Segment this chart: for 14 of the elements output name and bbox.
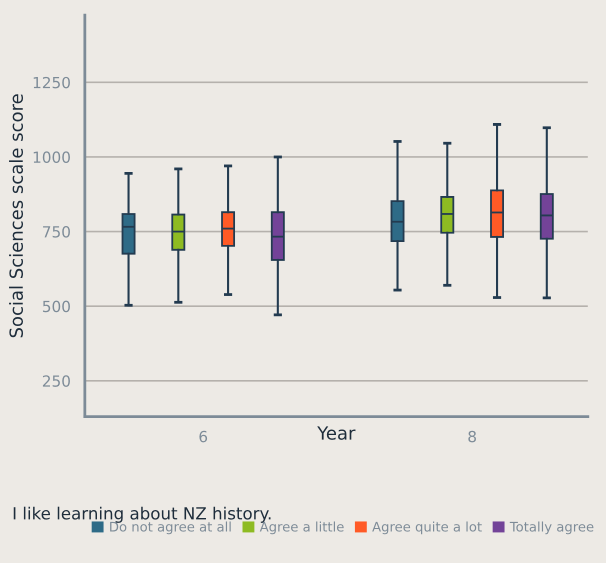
- legend-label: Do not agree at all: [110, 521, 231, 534]
- y-tick-label: 1000: [34, 151, 70, 163]
- legend-label: Agree a little: [260, 521, 344, 534]
- y-tick-label: 1250: [34, 76, 70, 88]
- legend-label: Totally agree: [510, 521, 594, 534]
- x-axis-title: Year: [317, 426, 356, 440]
- y-tick-label: 500: [42, 300, 70, 312]
- y-tick-label: 250: [42, 375, 70, 387]
- x-tick-label: 6: [199, 430, 208, 442]
- y-axis-title: Social Sciences scale score: [9, 94, 24, 338]
- x-tick-label: 8: [468, 430, 476, 442]
- legend-title: I like learning about NZ history.: [14, 506, 271, 523]
- y-tick-label: 750: [43, 226, 70, 238]
- legend-label: Agree quite a lot: [372, 521, 482, 534]
